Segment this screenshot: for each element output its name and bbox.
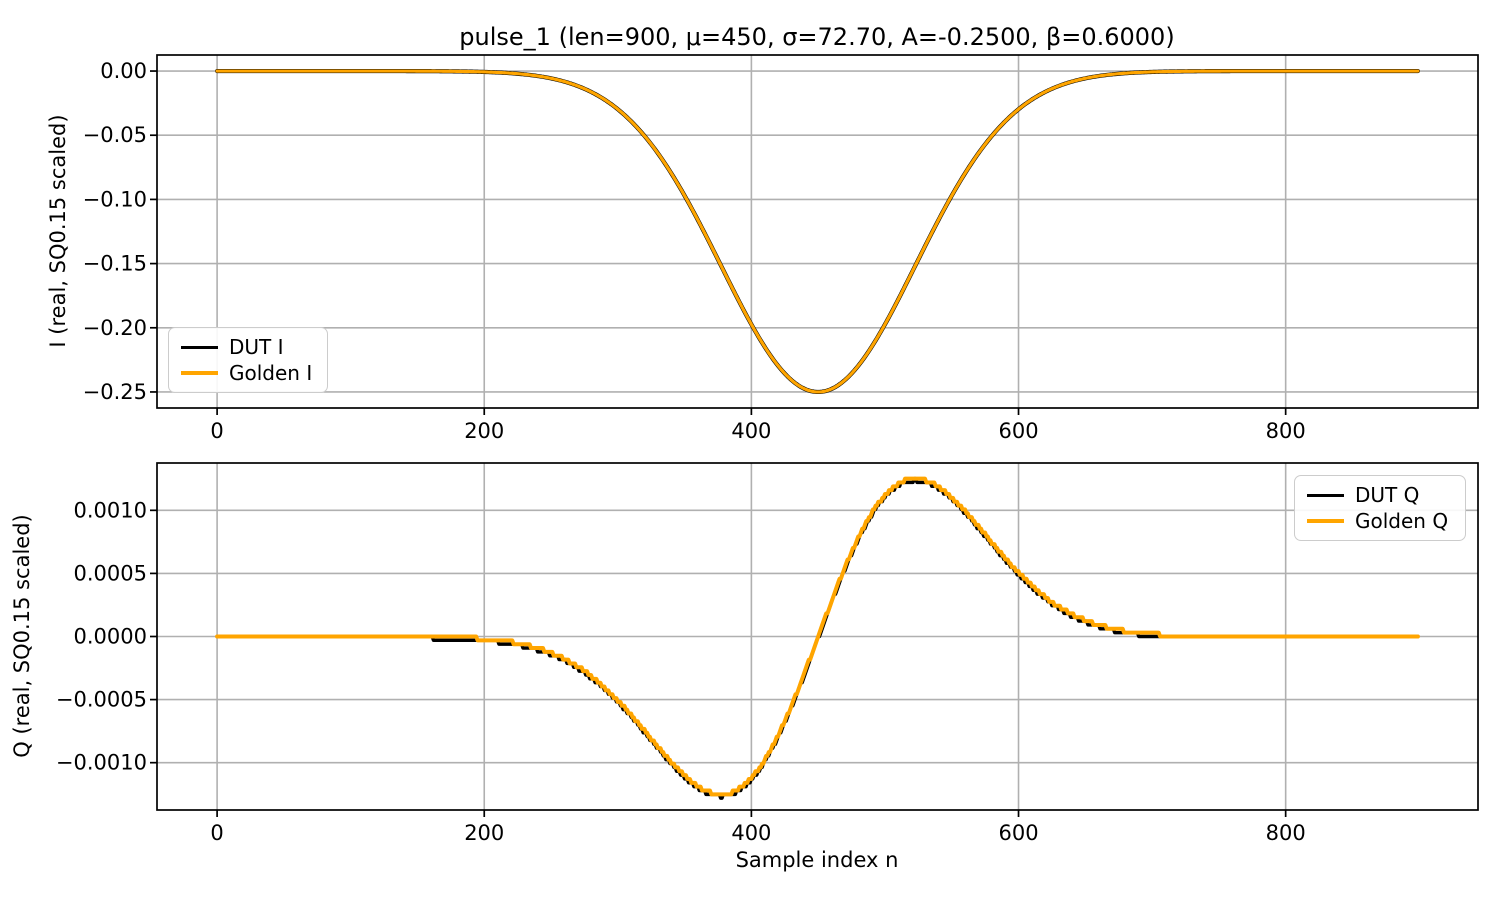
axes-spines [156,54,1479,409]
y-tick-label: −0.10 [83,187,147,211]
i-axis-label: I (real, SQ0.15 scaled) [46,114,70,347]
i-subplot: 0 200 400 600 800 0.00 −0.05 −0.10 −0.15 −0.20 −0.… [83,54,1479,443]
subplots-group: 0 200 400 600 800 0.00 −0.05 −0.10 −0.15 −0.20 −0.… [56,54,1479,845]
x-tick-label: 400 [731,821,771,845]
dut-i-line [215,68,1420,395]
y-tick-label: −0.0010 [56,751,147,775]
q-subplot: 0 200 400 600 800 0.0010 0.0005 0.0000 −0.0005 −0… [56,462,1479,845]
y-tick-label: 0.00 [100,59,147,83]
golden-q-line-sample [1307,519,1344,523]
legend-q: DUT Q Golden Q [1294,475,1466,541]
legend-item-golden-i: Golden I [181,360,315,386]
x-tick-label: 400 [731,419,771,443]
y-tick-label: −0.20 [83,316,147,340]
legend-label-dut-i: DUT I [229,335,284,359]
dut-q-line-sample [1307,493,1344,497]
golden-i-line [215,69,1420,394]
x-tick-label: 0 [210,419,223,443]
q-axis-label: Q (real, SQ0.15 scaled) [10,514,34,757]
legend-item-golden-q: Golden Q [1307,508,1453,534]
figure-title: pulse_1 (len=900, μ=450, σ=72.70, A=-0.2… [459,23,1174,51]
golden-i-line-sample [181,371,218,375]
legend-item-dut-q: DUT Q [1307,482,1453,508]
x-tick-label: 0 [210,821,223,845]
legend-label-dut-q: DUT Q [1355,483,1420,507]
dut-i-line-sample [181,345,218,349]
legend-label-golden-i: Golden I [229,361,313,385]
y-tick-label: −0.0005 [56,688,147,712]
y-tick-label: −0.05 [83,123,147,147]
x-tick-label: 600 [998,419,1038,443]
x-tick-label: 200 [464,419,504,443]
golden-q-line [215,476,1420,797]
x-tick-label: 600 [998,821,1038,845]
x-axis-label: Sample index n [736,848,899,872]
y-tick-label: −0.25 [83,380,147,404]
x-tick-label: 200 [464,821,504,845]
x-tick-label: 800 [1266,419,1306,443]
legend-i: DUT I Golden I [168,327,328,393]
y-tick-label: 0.0000 [74,625,147,649]
y-tick-label: −0.15 [83,252,147,276]
legend-label-golden-q: Golden Q [1355,509,1449,533]
y-tick-label: 0.0005 [74,561,147,585]
y-tick-label: 0.0010 [74,498,147,522]
legend-item-dut-i: DUT I [181,334,315,360]
x-tick-label: 800 [1266,821,1306,845]
